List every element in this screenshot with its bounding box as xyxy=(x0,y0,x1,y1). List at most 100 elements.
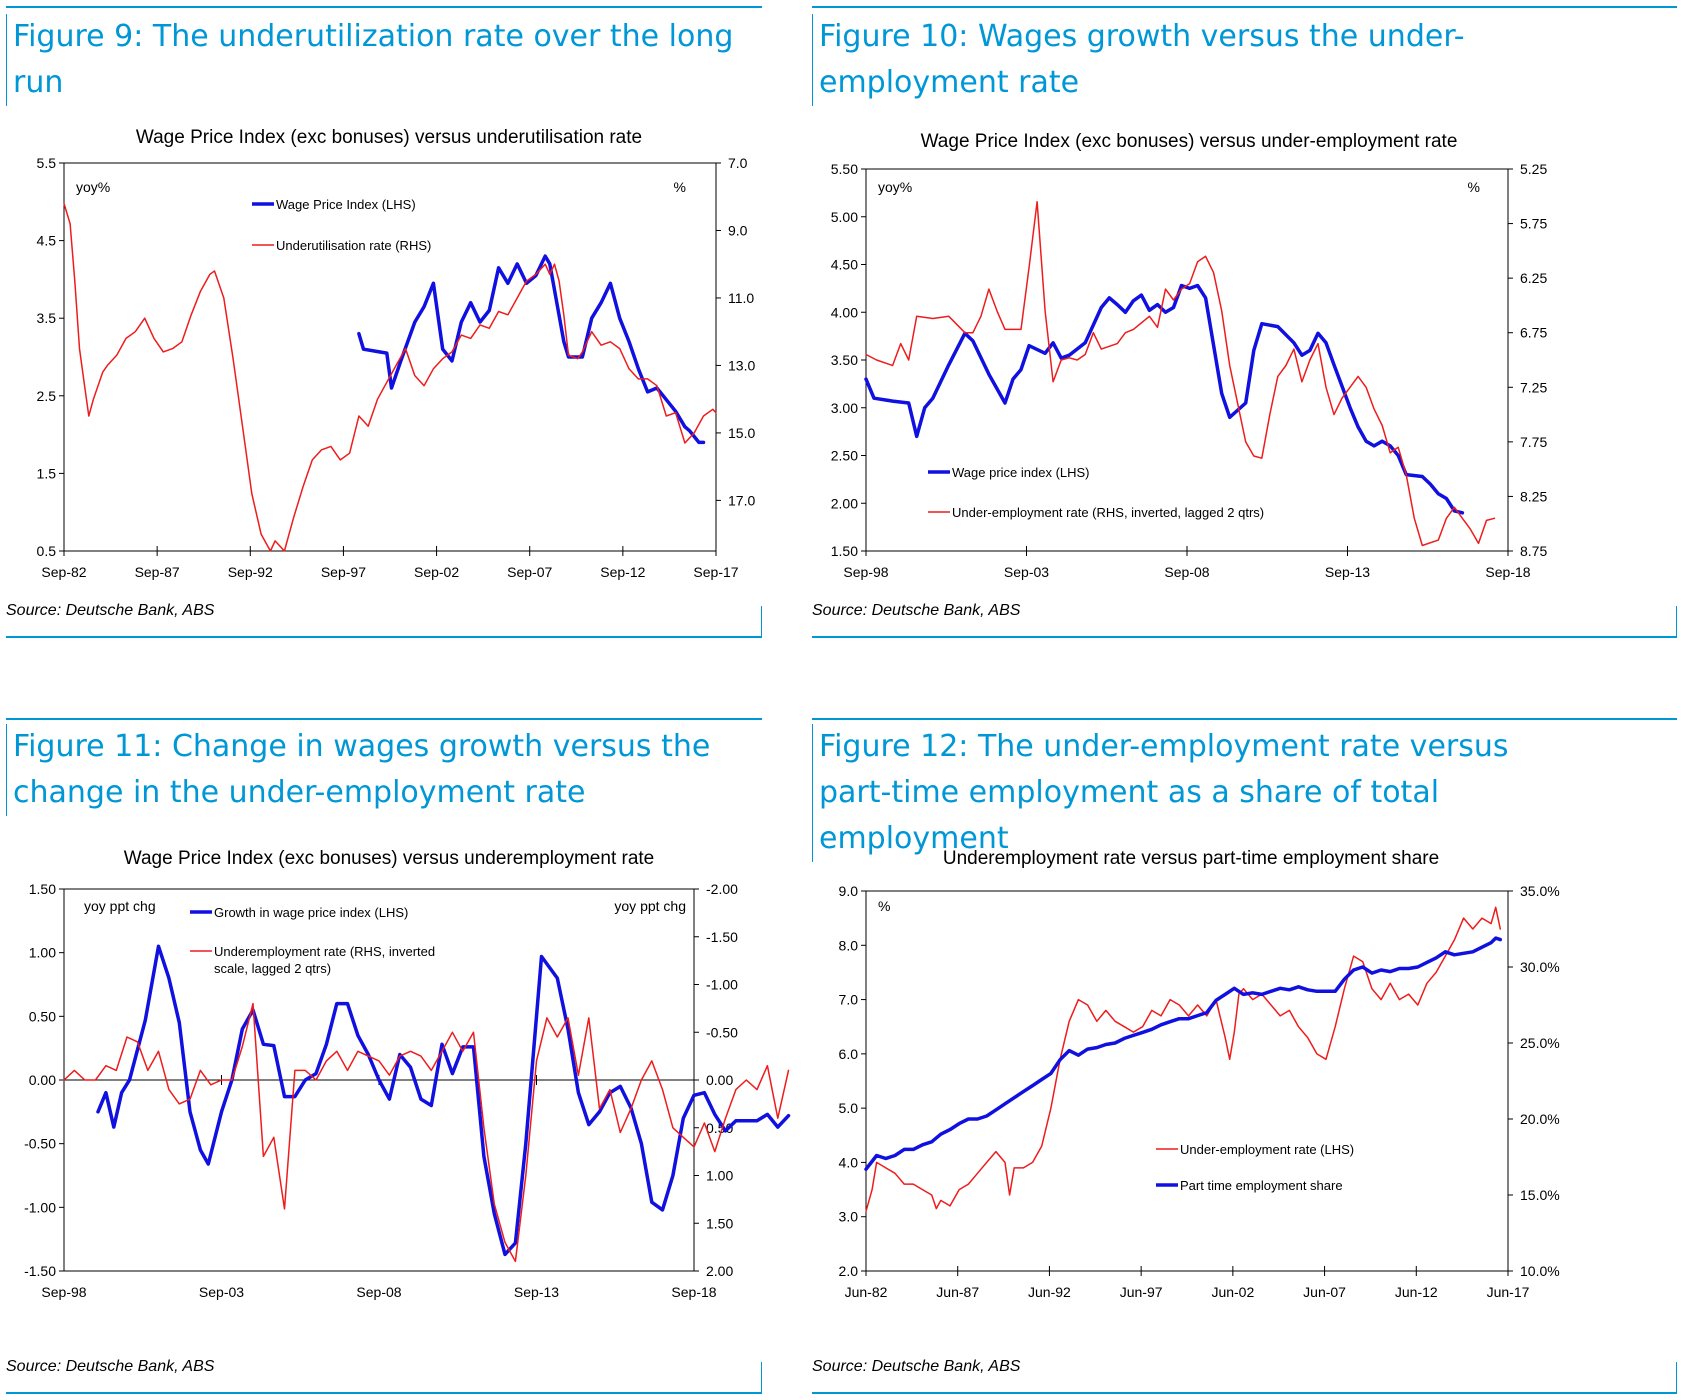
y-right-tick-label: -0.50 xyxy=(706,1024,738,1040)
source-note: Source: Deutsche Bank, ABS xyxy=(6,602,215,619)
y-left-tick-label: 3.0 xyxy=(839,1209,859,1225)
x-tick-label: Sep-02 xyxy=(414,564,459,580)
y-left-tick-label: 0.00 xyxy=(29,1072,56,1088)
y-left-tick-label: 9.0 xyxy=(839,883,859,899)
y-right-tick-label: 20.0% xyxy=(1520,1111,1560,1127)
legend-label-2: Underutilisation rate (RHS) xyxy=(276,238,431,253)
legend-label-1: Wage price index (LHS) xyxy=(952,465,1090,480)
series-line-1 xyxy=(864,283,1465,515)
figure-heading: Figure 9: The underutilization rate over… xyxy=(6,14,753,106)
y-right-tick-label: 25.0% xyxy=(1520,1035,1560,1051)
series-line-2 xyxy=(865,200,1496,547)
y-right-tick-label: 30.0% xyxy=(1520,959,1560,975)
x-tick-label: Sep-82 xyxy=(41,564,86,580)
y-right-tick-label: 17.0 xyxy=(728,492,755,508)
left-axis-unit: yoy% xyxy=(76,179,110,195)
y-left-tick-label: 7.0 xyxy=(839,992,859,1008)
y-right-tick-label: 10.0% xyxy=(1520,1263,1560,1279)
series-line-1 xyxy=(357,254,706,445)
y-right-tick-label: 9.0 xyxy=(728,222,748,238)
x-tick-label: Jun-92 xyxy=(1028,1284,1071,1300)
plot-frame xyxy=(865,168,1509,552)
chart-figure-12: Underemployment rate versus part-time em… xyxy=(839,848,1560,1300)
y-left-tick-label: 3.00 xyxy=(831,400,858,416)
y-left-tick-label: -1.00 xyxy=(24,1199,56,1215)
y-left-tick-label: 1.50 xyxy=(831,543,858,559)
left-axis-unit: % xyxy=(878,898,890,914)
y-right-tick-label: 1.00 xyxy=(706,1168,733,1184)
chart-title: Wage Price Index (exc bonuses) versus un… xyxy=(921,131,1458,152)
left-axis-unit: yoy% xyxy=(878,179,912,195)
y-left-tick-label: 3.50 xyxy=(831,352,858,368)
figure-heading: Figure 10: Wages growth versus the under… xyxy=(812,14,1589,106)
x-tick-label: Sep-13 xyxy=(1325,564,1370,580)
source-note: Source: Deutsche Bank, ABS xyxy=(812,1358,1021,1375)
x-tick-label: Jun-97 xyxy=(1120,1284,1163,1300)
y-right-tick-label: 7.25 xyxy=(1520,379,1547,395)
figure-top-rule xyxy=(812,6,1677,8)
legend-label-2: scale, lagged 2 qtrs) xyxy=(214,961,331,976)
y-right-tick-label: 0.00 xyxy=(706,1072,733,1088)
figure-11-panel: Figure 11: Change in wages growth versus… xyxy=(6,718,791,1398)
x-tick-label: Jun-07 xyxy=(1303,1284,1346,1300)
figure-top-rule xyxy=(812,718,1677,720)
figure-9-panel: Figure 9: The underutilization rate over… xyxy=(6,6,762,638)
figure-10-panel: Figure 10: Wages growth versus the under… xyxy=(812,6,1677,638)
y-right-tick-label: 6.25 xyxy=(1520,270,1547,286)
y-right-tick-label: 6.75 xyxy=(1520,325,1547,341)
x-tick-label: Sep-87 xyxy=(135,564,180,580)
figure-bottom-tick xyxy=(761,1362,762,1394)
y-right-tick-label: 2.00 xyxy=(706,1263,733,1279)
y-left-tick-label: 2.0 xyxy=(839,1263,859,1279)
x-tick-label: Sep-17 xyxy=(693,564,738,580)
y-left-tick-label: 1.50 xyxy=(29,881,56,897)
x-tick-label: Sep-18 xyxy=(671,1284,716,1300)
right-axis-unit: % xyxy=(674,179,686,195)
chart-figure-11: Wage Price Index (exc bonuses) versus un… xyxy=(24,848,791,1300)
y-right-tick-label: -1.50 xyxy=(706,929,738,945)
y-right-tick-label: 8.75 xyxy=(1520,543,1547,559)
figure-bottom-rule xyxy=(812,636,1677,638)
x-tick-label: Jun-12 xyxy=(1395,1284,1438,1300)
y-right-tick-label: 8.25 xyxy=(1520,488,1547,504)
plot-frame xyxy=(865,890,1509,1272)
x-tick-label: Sep-08 xyxy=(356,1284,401,1300)
figure-12-panel: Figure 12: The under-employment rate ver… xyxy=(812,718,1677,1398)
plot-frame xyxy=(63,162,717,552)
y-left-tick-label: 5.0 xyxy=(839,1100,859,1116)
y-left-tick-label: 5.5 xyxy=(37,155,57,171)
source-note: Source: Deutsche Bank, ABS xyxy=(6,1358,215,1375)
chart-title: Wage Price Index (exc bonuses) versus un… xyxy=(136,127,642,148)
y-right-tick-label: -2.00 xyxy=(706,881,738,897)
right-axis-unit: yoy ppt chg xyxy=(614,898,686,914)
series-line-1 xyxy=(96,944,791,1257)
legend-label-1: Growth in wage price index (LHS) xyxy=(214,905,408,920)
y-left-tick-label: 4.50 xyxy=(831,257,858,273)
y-left-tick-label: 4.0 xyxy=(839,1154,859,1170)
y-left-tick-label: 4.00 xyxy=(831,304,858,320)
y-right-tick-label: 7.75 xyxy=(1520,434,1547,450)
y-left-tick-label: 2.5 xyxy=(37,388,57,404)
y-left-tick-label: 8.0 xyxy=(839,937,859,953)
y-left-tick-label: 3.5 xyxy=(37,310,57,326)
y-left-tick-label: -0.50 xyxy=(24,1136,56,1152)
legend-label-1: Under-employment rate (LHS) xyxy=(1180,1142,1354,1157)
y-left-tick-label: 0.5 xyxy=(37,543,57,559)
series-line-2 xyxy=(63,1002,790,1263)
chart-title: Underemployment rate versus part-time em… xyxy=(943,848,1439,869)
figure-top-rule xyxy=(6,718,762,720)
x-tick-label: Sep-97 xyxy=(321,564,366,580)
y-left-tick-label: 5.50 xyxy=(831,161,858,177)
x-tick-label: Sep-98 xyxy=(41,1284,86,1300)
series-line-1 xyxy=(865,906,1502,1213)
figure-heading: Figure 12: The under-employment rate ver… xyxy=(812,724,1589,862)
y-left-tick-label: 1.00 xyxy=(29,945,56,961)
x-tick-label: Jun-82 xyxy=(845,1284,888,1300)
series-line-2 xyxy=(864,936,1503,1171)
y-left-tick-label: 0.50 xyxy=(29,1008,56,1024)
figure-heading: Figure 11: Change in wages growth versus… xyxy=(6,724,761,816)
legend-label-2: Underemployment rate (RHS, inverted xyxy=(214,944,435,959)
figure-bottom-tick xyxy=(761,606,762,638)
figure-bottom-rule xyxy=(812,1392,1677,1394)
y-left-tick-label: 1.5 xyxy=(37,465,57,481)
